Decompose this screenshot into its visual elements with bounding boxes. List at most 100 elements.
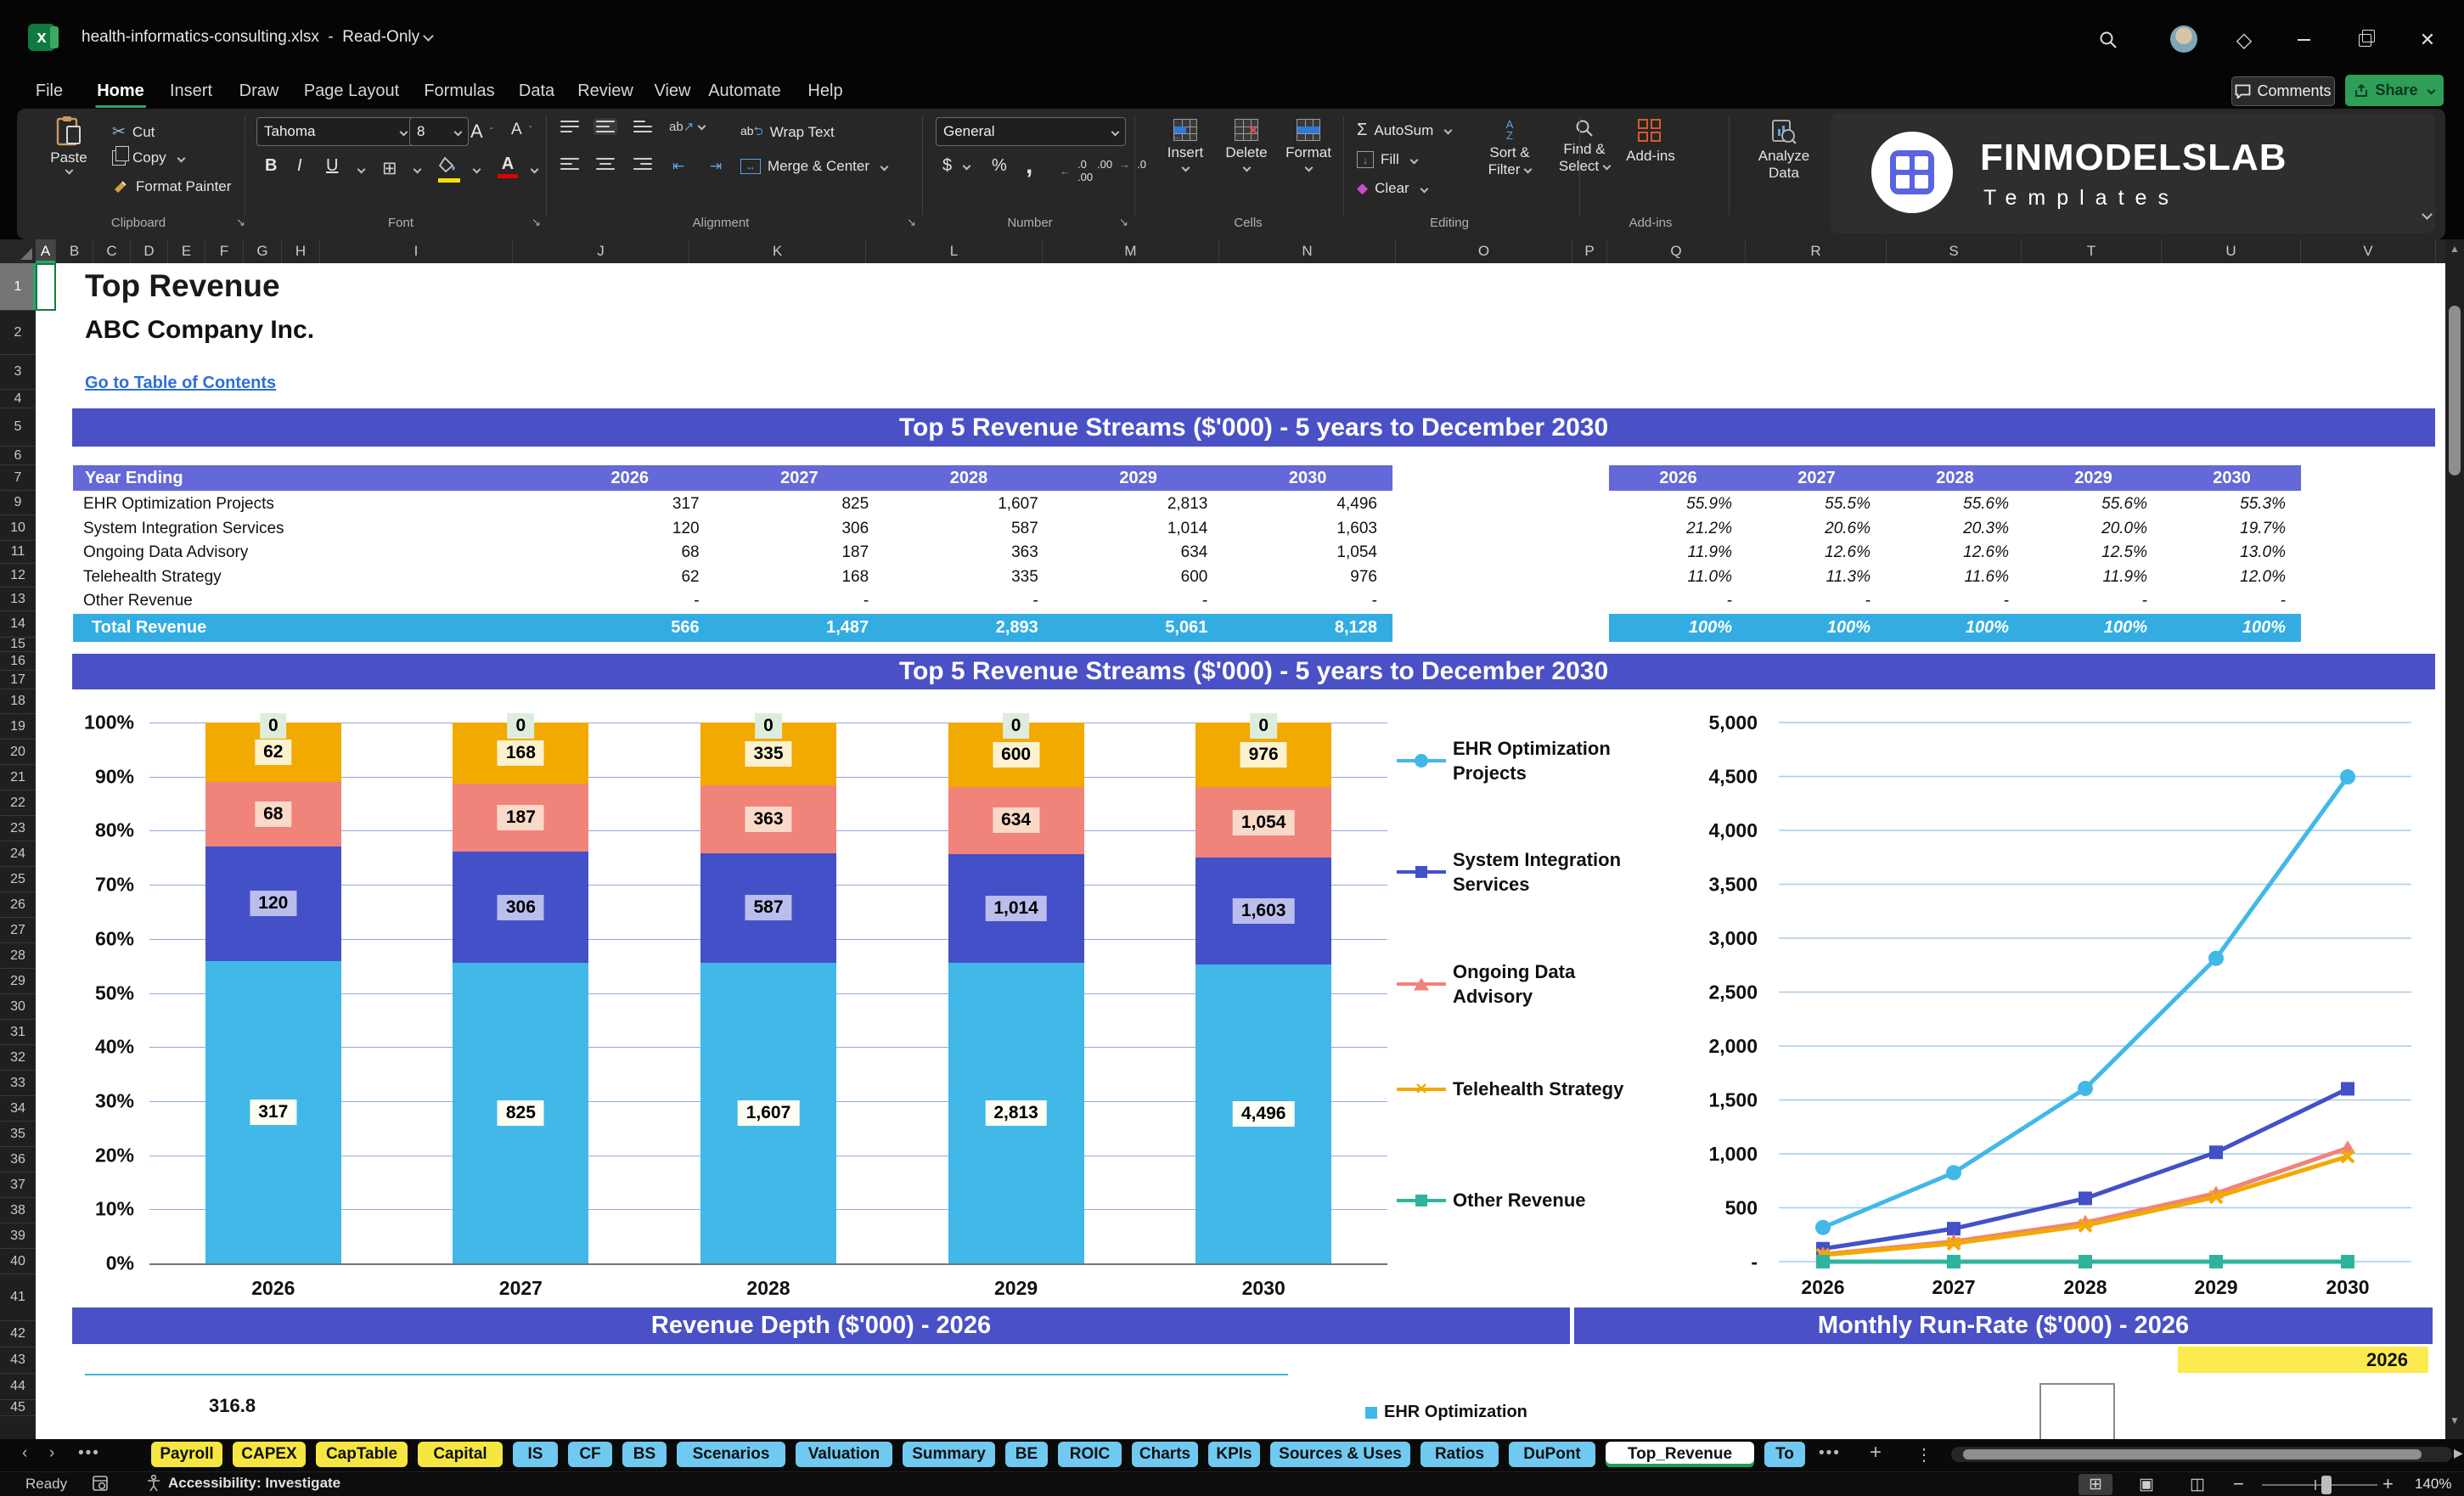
column-header-L[interactable]: L: [866, 239, 1043, 263]
zoom-out-button[interactable]: −: [2233, 1473, 2244, 1494]
value-cell[interactable]: 1,603: [1336, 519, 1377, 537]
column-header-U[interactable]: U: [2162, 239, 2301, 263]
value-cell[interactable]: 62: [681, 567, 700, 586]
insert-cells-button[interactable]: ← Insert: [1156, 119, 1214, 172]
decrease-indent-button[interactable]: ⇤: [672, 158, 685, 174]
font-dialog-launcher[interactable]: ↘: [532, 216, 541, 228]
sheet-tab-top-revenue[interactable]: Top_Revenue: [1606, 1442, 1754, 1467]
year-ending-header[interactable]: Year Ending: [85, 469, 183, 487]
wrap-text-button[interactable]: ab⮌ Wrap Text: [740, 122, 835, 143]
pct-total-cell[interactable]: 100%: [2103, 617, 2147, 637]
sheet-tab-roic[interactable]: ROIC: [1058, 1442, 1122, 1467]
legend-entry-5[interactable]: Other Revenue: [1397, 1188, 1586, 1212]
value-cell[interactable]: 2,813: [1167, 495, 1208, 513]
total-value-cell[interactable]: 1,487: [826, 617, 869, 637]
total-value-cell[interactable]: 8,128: [1334, 617, 1377, 637]
underline-button[interactable]: U: [326, 156, 339, 175]
pct-cell[interactable]: 55.6%: [1963, 495, 2009, 513]
pct-total-cell[interactable]: 100%: [1688, 617, 1732, 637]
value-cell[interactable]: -: [694, 592, 700, 610]
row-header-28[interactable]: 28: [0, 943, 36, 969]
align-left-button[interactable]: [560, 158, 579, 170]
pct-cell[interactable]: 55.9%: [1686, 495, 1732, 513]
pct-cell[interactable]: 13.0%: [2240, 543, 2286, 562]
value-cell[interactable]: -: [863, 592, 869, 610]
ribbon-tab-page-layout[interactable]: Page Layout: [303, 82, 400, 100]
row-header-21[interactable]: 21: [0, 765, 36, 790]
column-header-V[interactable]: V: [2301, 239, 2436, 263]
value-cell[interactable]: 68: [681, 543, 700, 562]
alignment-dialog-launcher[interactable]: ↘: [907, 216, 916, 228]
underline-menu-chevron[interactable]: [357, 165, 366, 174]
value-cell[interactable]: 1,607: [998, 495, 1038, 513]
sheet-tab-summary[interactable]: Summary: [903, 1442, 995, 1467]
row-header-39[interactable]: 39: [0, 1223, 36, 1249]
column-header-T[interactable]: T: [2022, 239, 2162, 263]
ribbon-tab-file[interactable]: File: [35, 82, 64, 100]
pct-cell[interactable]: -: [1726, 592, 1732, 610]
row-header-16[interactable]: 16: [0, 652, 36, 671]
value-cell[interactable]: 363: [1011, 543, 1038, 562]
total-value-cell[interactable]: 566: [671, 617, 700, 637]
column-header-O[interactable]: O: [1396, 239, 1572, 263]
row-header-12[interactable]: 12: [0, 564, 36, 588]
number-dialog-launcher[interactable]: ↘: [1119, 216, 1128, 228]
column-header-G[interactable]: G: [244, 239, 282, 263]
column-header-H[interactable]: H: [282, 239, 320, 263]
ribbon-tab-draw[interactable]: Draw: [239, 82, 279, 100]
cut-button[interactable]: ✂ Cut: [112, 123, 155, 141]
comma-button[interactable]: ,: [1026, 151, 1033, 179]
bold-button[interactable]: B: [265, 156, 278, 175]
sheet-tab-valuation[interactable]: Valuation: [796, 1442, 892, 1467]
pct-year-header-2028[interactable]: 2028: [1936, 469, 1974, 487]
analyze-data-button[interactable]: Analyze Data: [1746, 119, 1822, 182]
value-cell[interactable]: 600: [1180, 567, 1208, 586]
column-header-B[interactable]: B: [56, 239, 93, 263]
search-icon[interactable]: [2094, 25, 2123, 54]
pct-cell[interactable]: 21.2%: [1686, 519, 1732, 537]
row-header-38[interactable]: 38: [0, 1198, 36, 1223]
page-break-view-button[interactable]: ◫: [2190, 1476, 2205, 1493]
value-cell[interactable]: 4,496: [1336, 495, 1377, 513]
accessibility-status[interactable]: Accessibility: Investigate: [146, 1475, 340, 1492]
row-header-2[interactable]: 2: [0, 311, 36, 355]
ribbon-tab-view[interactable]: View: [654, 82, 691, 100]
pct-cell[interactable]: 55.3%: [2240, 495, 2286, 513]
ribbon-tab-automate[interactable]: Automate: [708, 82, 781, 100]
pct-cell[interactable]: 11.6%: [1964, 567, 2009, 586]
horizontal-scrollbar-thumb[interactable]: [1963, 1449, 2422, 1459]
year-header-2029[interactable]: 2029: [1119, 469, 1157, 487]
borders-menu-chevron[interactable]: [413, 165, 422, 174]
sheet-nav-next[interactable]: ›: [49, 1444, 55, 1462]
value-cell[interactable]: 976: [1350, 567, 1377, 586]
format-cells-button[interactable]: Format: [1279, 119, 1338, 172]
ribbon-tab-help[interactable]: Help: [807, 82, 843, 100]
restore-button[interactable]: [2350, 25, 2379, 54]
pct-total-cell[interactable]: 100%: [1965, 617, 2009, 637]
column-header-S[interactable]: S: [1887, 239, 2022, 263]
row-label[interactable]: EHR Optimization Projects: [83, 495, 274, 513]
row-header-31[interactable]: 31: [0, 1020, 36, 1045]
copy-button[interactable]: Copy: [112, 146, 186, 166]
pct-year-header-2026[interactable]: 2026: [1659, 469, 1697, 487]
merge-center-button[interactable]: ↔ Merge & Center: [740, 158, 889, 175]
column-header-K[interactable]: K: [689, 239, 866, 263]
value-cell[interactable]: -: [1202, 592, 1208, 610]
column-header-R[interactable]: R: [1746, 239, 1887, 263]
value-cell[interactable]: 825: [841, 495, 869, 513]
legend-entry-1[interactable]: EHR Optimization Projects: [1397, 736, 1611, 785]
pct-year-header-2030[interactable]: 2030: [2213, 469, 2251, 487]
row-header-29[interactable]: 29: [0, 969, 36, 994]
pct-cell[interactable]: 12.0%: [2240, 567, 2286, 586]
sheet-tab-is[interactable]: IS: [513, 1442, 558, 1467]
year-header-2030[interactable]: 2030: [1288, 469, 1327, 487]
row-header-23[interactable]: 23: [0, 816, 36, 841]
row-header-30[interactable]: 30: [0, 994, 36, 1020]
sheet-tab-payroll[interactable]: Payroll: [151, 1442, 222, 1467]
row-header-14[interactable]: 14: [0, 611, 36, 638]
sheet-tab-captable[interactable]: CapTable: [316, 1442, 408, 1467]
